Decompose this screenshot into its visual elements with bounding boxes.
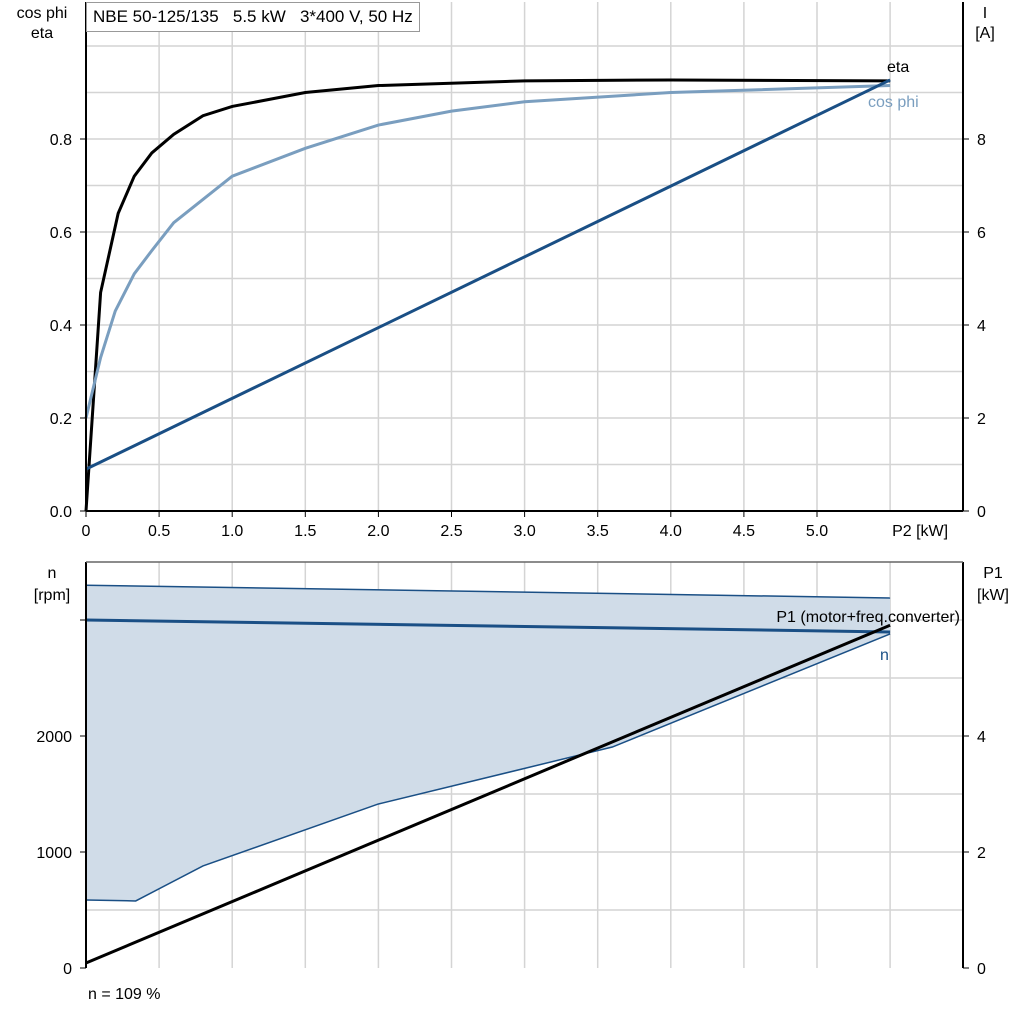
x-tick-label: 5.0 bbox=[806, 523, 828, 540]
x-axis-label: P2 [kW] bbox=[892, 523, 948, 540]
y-tick-label: 0.6 bbox=[50, 225, 72, 242]
y-tick-label: 0 bbox=[63, 961, 72, 978]
chart-title: NBE 50-125/135 5.5 kW 3*400 V, 50 Hz bbox=[86, 2, 420, 32]
cos-phi-line bbox=[84, 84, 891, 419]
x-tick-label: 0 bbox=[82, 523, 91, 540]
y-tick-label: 2000 bbox=[36, 729, 72, 746]
operating-range-area bbox=[86, 585, 891, 901]
x-tick-label: 3.0 bbox=[513, 523, 535, 540]
y2-axis-label: [kW] bbox=[977, 587, 1009, 604]
y-tick-label: 0.0 bbox=[50, 504, 72, 521]
y2-tick-label: 0 bbox=[977, 961, 986, 978]
y2-tick-label: 6 bbox=[977, 225, 986, 242]
x-tick-label: 3.5 bbox=[587, 523, 609, 540]
y-axis-label: cos phi bbox=[17, 5, 68, 22]
y-tick-label: 0.8 bbox=[50, 132, 72, 149]
speed-footnote: n = 109 % bbox=[88, 986, 161, 1003]
n-min-line bbox=[85, 633, 891, 902]
y2-axis-label: [A] bbox=[975, 25, 995, 42]
x-tick-label: 1.5 bbox=[294, 523, 316, 540]
y-axis-label: eta bbox=[31, 25, 53, 42]
x-tick-label: 2.5 bbox=[440, 523, 462, 540]
y2-tick-label: 4 bbox=[977, 318, 986, 335]
cos-phi-label: cos phi bbox=[868, 94, 919, 111]
y2-axis-label: I bbox=[983, 5, 987, 22]
x-tick-label: 4.0 bbox=[660, 523, 682, 540]
y-tick-label: 0.4 bbox=[50, 318, 72, 335]
x-tick-label: 2.0 bbox=[367, 523, 389, 540]
y-tick-label: 1000 bbox=[36, 845, 72, 862]
n-line bbox=[85, 618, 891, 634]
eta-label: eta bbox=[887, 59, 909, 76]
p1-label: P1 (motor+freq.converter) bbox=[776, 609, 960, 626]
y-tick-label: 0.2 bbox=[50, 411, 72, 428]
n-max-line bbox=[85, 584, 891, 599]
n-label: n bbox=[880, 647, 889, 664]
x-tick-label: 4.5 bbox=[733, 523, 755, 540]
y2-tick-label: 2 bbox=[977, 411, 986, 428]
y-axis-label: n bbox=[48, 565, 57, 582]
y2-tick-label: 4 bbox=[977, 729, 986, 746]
x-tick-label: 0.5 bbox=[148, 523, 170, 540]
y-axis-label: [rpm] bbox=[34, 587, 70, 604]
p1-line bbox=[85, 623, 891, 965]
y2-tick-label: 8 bbox=[977, 132, 986, 149]
y2-axis-label: P1 bbox=[983, 565, 1003, 582]
eta-line bbox=[84, 78, 891, 512]
current-line bbox=[85, 78, 891, 471]
x-tick-label: 1.0 bbox=[221, 523, 243, 540]
y2-tick-label: 2 bbox=[977, 845, 986, 862]
y2-tick-label: 0 bbox=[977, 504, 986, 521]
